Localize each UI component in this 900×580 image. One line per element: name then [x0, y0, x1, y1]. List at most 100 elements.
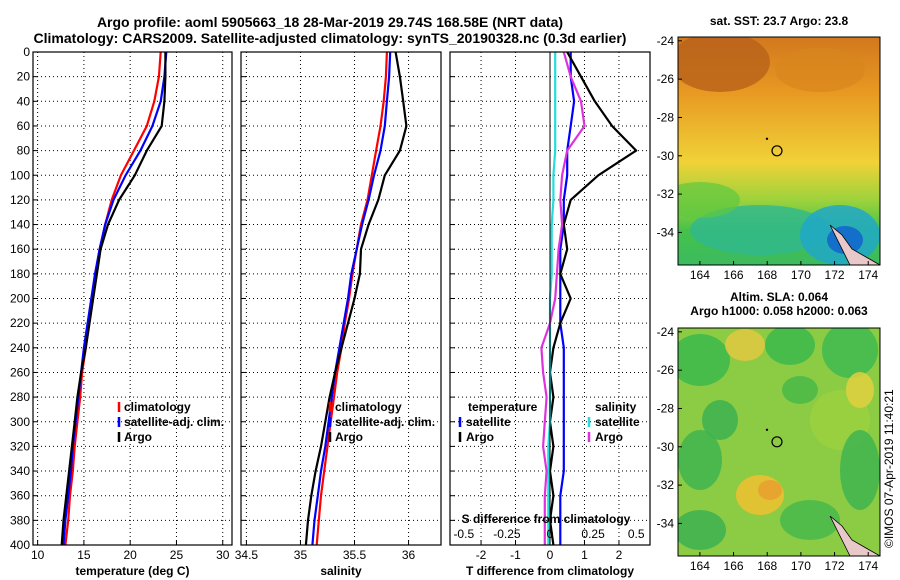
- legend-label: climatology: [335, 400, 402, 414]
- x-tick-label: 172: [825, 268, 845, 282]
- y-tick-label: 340: [10, 464, 30, 478]
- x-tick-label: 172: [825, 559, 845, 573]
- temperature-panel: 10 15 20 25 30020406080100120140160180200220…: [10, 45, 233, 578]
- x-tick-label: 15: [77, 548, 91, 562]
- sst-cool-patch: [690, 205, 830, 255]
- y-tick-label: -32: [657, 478, 675, 492]
- legend-label: Argo: [595, 430, 623, 444]
- y-tick-label: 0: [23, 45, 30, 59]
- sla-blob: [702, 400, 738, 440]
- y-tick-label: -34: [657, 225, 675, 239]
- legend-label: Argo: [466, 430, 494, 444]
- legend-label: satellite: [466, 415, 511, 429]
- x-tick-label: -1: [510, 548, 521, 562]
- legend-title-salinity: salinity: [595, 400, 637, 414]
- sla-blob: [678, 430, 722, 490]
- y-tick-label: 60: [17, 119, 31, 133]
- figure-title-line2: Climatology: CARS2009. Satellite-adjuste…: [33, 30, 627, 46]
- y-tick-label: -28: [657, 401, 675, 415]
- y-tick-label: 80: [17, 144, 31, 158]
- sla-blob: [782, 376, 818, 404]
- sst-map-title: sat. SST: 23.7 Argo: 23.8: [710, 14, 849, 28]
- x-tick-label: 166: [724, 559, 744, 573]
- y-tick-label: 20: [17, 70, 31, 84]
- s-tick-label: 0.5: [628, 527, 645, 541]
- plot-frame: [32, 51, 233, 546]
- y-tick-label: 380: [10, 513, 30, 527]
- x-tick-label: 170: [791, 559, 811, 573]
- y-tick-label: 120: [10, 193, 30, 207]
- x-tick-label: 36: [402, 548, 416, 562]
- sla-blob: [758, 480, 782, 500]
- x-tick-label: 2: [616, 548, 623, 562]
- figure-title-line1: Argo profile: aoml 5905663_18 28-Mar-201…: [96, 14, 564, 30]
- float-trajectory-dot: [765, 137, 769, 141]
- y-tick-label: -28: [657, 110, 675, 124]
- y-tick-label: 260: [10, 365, 30, 379]
- y-tick-label: -34: [657, 516, 675, 530]
- x-tick-label: 174: [858, 559, 878, 573]
- legend-label: climatology: [124, 400, 191, 414]
- x-tick-label: 166: [724, 268, 744, 282]
- coastline: [829, 224, 880, 265]
- y-tick-label: -26: [657, 363, 675, 377]
- series-line-argo: [304, 51, 408, 546]
- x-tick-label: -2: [476, 548, 487, 562]
- y-tick-label: 40: [17, 94, 31, 108]
- y-tick-label: 240: [10, 341, 30, 355]
- map-frame: [677, 36, 881, 266]
- sst_map-panel: 164 166 168 170 172 174 -24 -26 -28 -30 -32 -34 sat.…: [657, 14, 881, 282]
- y-tick-label: 180: [10, 267, 30, 281]
- y-tick-label: 100: [10, 168, 30, 182]
- y-tick-label: -24: [657, 34, 675, 48]
- sst-field: [678, 37, 880, 265]
- series-line-t-satellite: [559, 52, 576, 545]
- y-tick-label: -32: [657, 187, 675, 201]
- x-axis-label: salinity: [320, 564, 362, 578]
- differences-panel: -2 -1 0 1 2 T difference from climatology S di…: [449, 51, 651, 578]
- y-tick-label: -26: [657, 72, 675, 86]
- sla-blob: [678, 510, 726, 550]
- x-tick-label: 174: [858, 268, 878, 282]
- x-tick-label: 10: [31, 548, 45, 562]
- x-tick-label: 0: [547, 548, 554, 562]
- sst-warm-patch: [678, 37, 770, 92]
- x-tick-label: 35.5: [343, 548, 367, 562]
- x-tick-label: 35: [294, 548, 308, 562]
- legend-label: Argo: [124, 430, 152, 444]
- series-line-satellite-adj-clim-: [311, 51, 392, 546]
- series-line-argo: [60, 52, 167, 546]
- x-tick-label: 20: [124, 548, 138, 562]
- x-tick-label: 25: [170, 548, 184, 562]
- x-tick-label: 164: [690, 559, 710, 573]
- sla-blob: [780, 500, 840, 540]
- sla-blob: [822, 328, 878, 378]
- y-tick-label: 140: [10, 218, 30, 232]
- float-trajectory-dot: [765, 428, 769, 432]
- sla-map-title-line1: Altim. SLA: 0.064: [730, 290, 828, 304]
- sla-map-title-line2: Argo h1000: 0.058 h2000: 0.063: [690, 304, 868, 318]
- x-tick-label: 30: [216, 548, 230, 562]
- sla_map-panel: 164 166 168 170 172 174 -24 -26 -28 -30 -32 -34 Alti…: [657, 290, 881, 573]
- series-line-s-argo: [540, 51, 586, 545]
- y-tick-label: 220: [10, 316, 30, 330]
- y-tick-label: -24: [657, 325, 675, 339]
- sst-warm-patch: [775, 48, 865, 92]
- coastline: [829, 515, 880, 556]
- y-tick-label: 360: [10, 489, 30, 503]
- sla-blob: [840, 430, 880, 510]
- map-frame: [677, 327, 881, 557]
- s-tick-label: -0.25: [493, 527, 521, 541]
- y-tick-label: 200: [10, 292, 30, 306]
- legend-label: Argo: [335, 430, 363, 444]
- s-tick-label: 0: [547, 527, 554, 541]
- sla-blob: [846, 372, 874, 408]
- x-tick-label: 168: [757, 268, 777, 282]
- y-tick-label: -30: [657, 440, 675, 454]
- legend-title-temperature: temperature: [468, 400, 538, 414]
- x-tick-label: 34.5: [235, 548, 259, 562]
- sla-blob: [725, 329, 765, 361]
- sla-blob: [765, 328, 815, 365]
- x-tick-label: 164: [690, 268, 710, 282]
